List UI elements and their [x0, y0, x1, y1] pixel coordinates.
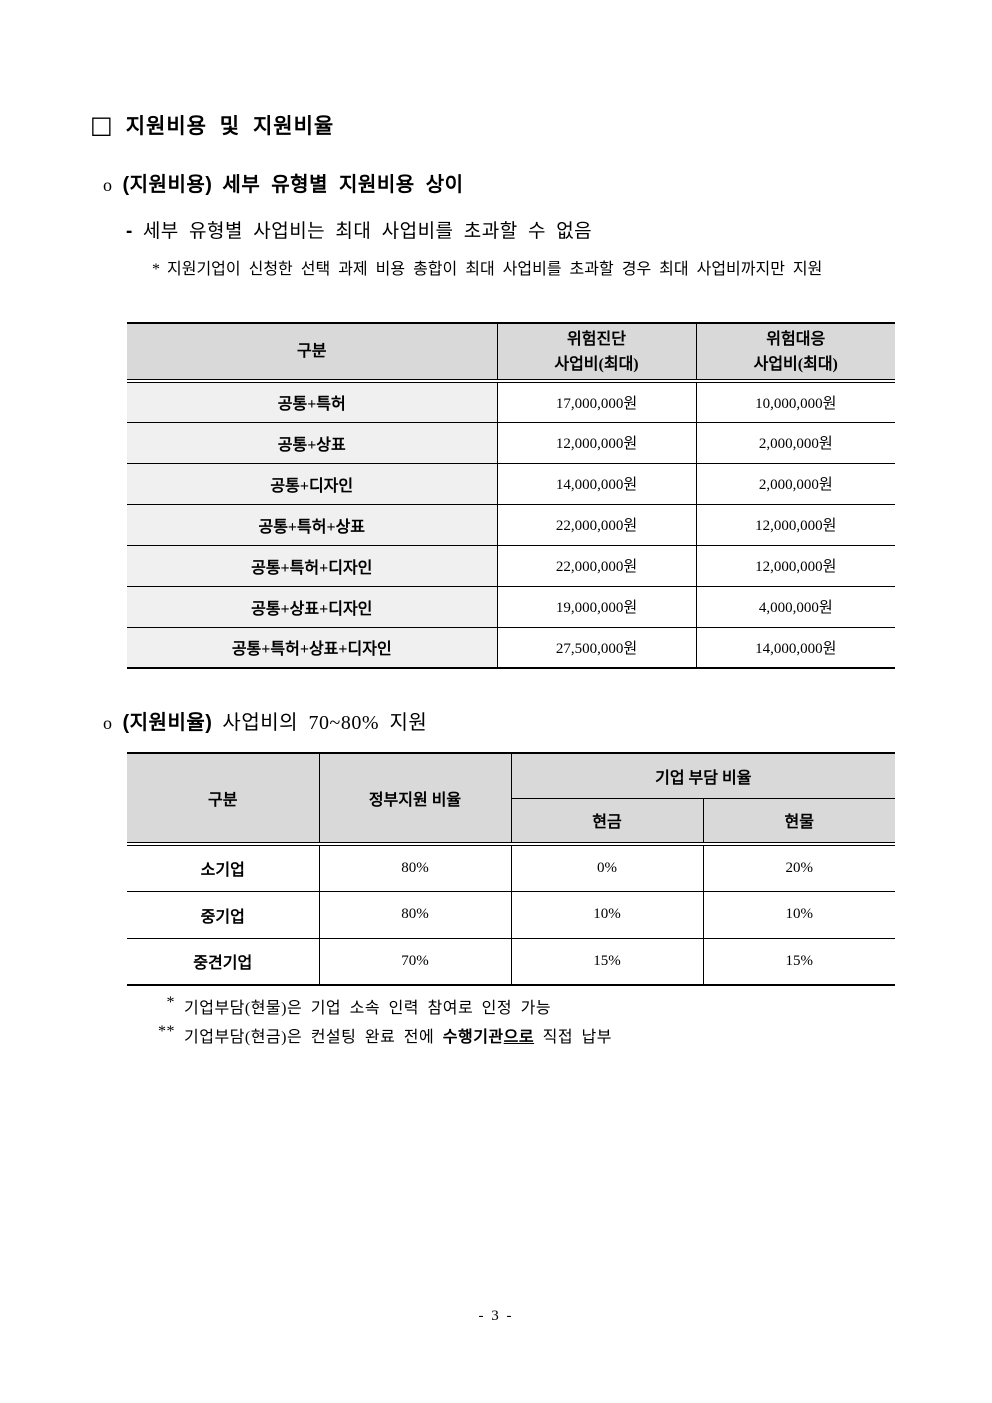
table-row: 중견기업 70% 15% 15%: [127, 938, 896, 986]
footnote-inkind-text: 기업부담(현물)은 기업 소속 인력 참여로 인정 가능: [184, 1000, 552, 1017]
ratio-table-header-company-group: 기업 부담 비율: [511, 753, 896, 799]
table-row: 공통+특허+상표+디자인 27,500,000원 14,000,000원: [127, 627, 895, 669]
row-response-cost: 12,000,000원: [696, 504, 895, 546]
row-inkind-ratio: 10%: [703, 891, 896, 939]
square-bullet-icon: □: [90, 111, 114, 139]
row-diagnosis-cost: 17,000,000원: [497, 381, 697, 423]
footnote-inkind: * 기업부담(현물)은 기업 소속 인력 참여로 인정 가능: [120, 994, 551, 1018]
footnote-cash-text: 기업부담(현금)은 컨설팅 완료 전에 수행기관으로 직접 납부: [184, 1023, 612, 1047]
cost-subitem: - 세부 유형별 사업비는 최대 사업비를 초과할 수 없음: [126, 216, 592, 243]
row-category: 공통+디자인: [127, 463, 498, 505]
row-inkind-ratio: 15%: [703, 938, 896, 986]
row-diagnosis-cost: 27,500,000원: [497, 627, 697, 669]
ratio-table: 구분 정부지원 비율 기업 부담 비율 현금 현물 소기업 80% 0% 20%…: [127, 752, 896, 986]
row-category: 공통+특허: [127, 381, 498, 423]
cost-table-header-row: 구분 위험진단 사업비(최대) 위험대응 사업비(최대): [127, 323, 895, 383]
row-cash-ratio: 10%: [511, 891, 704, 939]
row-category: 공통+특허+상표: [127, 504, 498, 546]
row-category: 중견기업: [127, 938, 320, 986]
footnote-cash-before: 기업부담(현금)은 컨설팅 완료 전에: [184, 1029, 443, 1046]
row-category: 공통+상표: [127, 422, 498, 464]
footnote-cash-underlined: 으로: [503, 1029, 535, 1046]
cost-table: 구분 위험진단 사업비(최대) 위험대응 사업비(최대) 공통+특허 17,00…: [127, 322, 895, 669]
table-row: 공통+상표+디자인 19,000,000원 4,000,000원: [127, 586, 895, 628]
row-cash-ratio: 15%: [511, 938, 704, 986]
row-diagnosis-cost: 22,000,000원: [497, 504, 697, 546]
row-response-cost: 4,000,000원: [696, 586, 895, 628]
cost-heading-text: 세부 유형별 지원비용 상이: [222, 174, 464, 196]
main-heading-text: 지원비용 및 지원비율: [125, 115, 335, 138]
row-category: 공통+특허+상표+디자인: [127, 627, 498, 669]
cost-table-header-diagnosis: 위험진단 사업비(최대): [497, 323, 697, 383]
asterisk-marker: *: [166, 994, 175, 1011]
row-government-ratio: 70%: [319, 938, 512, 986]
ratio-table-header-row-1: 구분 정부지원 비율 기업 부담 비율: [127, 753, 896, 846]
footnote-cash-strong: 수행기관: [442, 1029, 504, 1046]
cost-note: * 지원기업이 신청한 선택 과제 비용 총합이 최대 사업비를 초과할 경우 …: [152, 254, 891, 286]
header-line-1: 위험진단: [567, 330, 626, 348]
ratio-table-header-cash: 현금: [511, 798, 704, 846]
row-category: 공통+상표+디자인: [127, 586, 498, 628]
row-category: 중기업: [127, 891, 320, 939]
row-category: 소기업: [127, 844, 320, 892]
row-diagnosis-cost: 14,000,000원: [497, 463, 697, 505]
ratio-section-heading: o (지원비율) 사업비의 70~80% 지원: [103, 706, 427, 735]
circle-bullet-icon: o: [103, 175, 113, 195]
ratio-table-header-category: 구분: [127, 753, 320, 846]
row-response-cost: 12,000,000원: [696, 545, 895, 587]
ratio-heading-emphasis: (지원비율): [122, 712, 213, 734]
header-line-1: 위험대응: [766, 330, 826, 348]
row-inkind-ratio: 20%: [703, 844, 896, 892]
row-diagnosis-cost: 22,000,000원: [497, 545, 697, 587]
row-response-cost: 10,000,000원: [696, 381, 895, 423]
main-heading: □ 지원비용 및 지원비율: [90, 110, 334, 140]
table-row: 공통+디자인 14,000,000원 2,000,000원: [127, 463, 895, 505]
cost-note-text: 지원기업이 신청한 선택 과제 비용 총합이 최대 사업비를 초과할 경우 최대…: [167, 261, 823, 278]
ratio-table-header-government: 정부지원 비율: [319, 753, 512, 846]
row-government-ratio: 80%: [319, 844, 512, 892]
table-row: 공통+특허 17,000,000원 10,000,000원: [127, 381, 895, 423]
table-row: 공통+특허+상표 22,000,000원 12,000,000원: [127, 504, 895, 546]
double-asterisk-marker: **: [158, 1023, 175, 1040]
dash-bullet-icon: -: [126, 221, 133, 242]
footnote-cash-after: 직접 납부: [534, 1029, 612, 1046]
row-diagnosis-cost: 12,000,000원: [497, 422, 697, 464]
cost-table-header-response: 위험대응 사업비(최대): [696, 323, 895, 383]
circle-bullet-icon: o: [103, 713, 113, 733]
page-number: - 3 -: [478, 1308, 514, 1324]
row-response-cost: 2,000,000원: [696, 463, 895, 505]
table-row: 공통+특허+디자인 22,000,000원 12,000,000원: [127, 545, 895, 587]
table-row: 중기업 80% 10% 10%: [127, 891, 896, 939]
table-row: 공통+상표 12,000,000원 2,000,000원: [127, 422, 895, 464]
row-category: 공통+특허+디자인: [127, 545, 498, 587]
cost-section-heading: o (지원비용) 세부 유형별 지원비용 상이: [103, 168, 464, 197]
header-line-2: 사업비(최대): [554, 355, 639, 373]
asterisk-marker: *: [152, 261, 160, 278]
cost-heading-emphasis: (지원비용): [122, 174, 213, 196]
table-row: 소기업 80% 0% 20%: [127, 844, 896, 892]
row-response-cost: 14,000,000원: [696, 627, 895, 669]
ratio-heading-text: 사업비의 70~80% 지원: [222, 712, 428, 734]
ratio-table-header-inkind: 현물: [703, 798, 896, 846]
row-response-cost: 2,000,000원: [696, 422, 895, 464]
row-diagnosis-cost: 19,000,000원: [497, 586, 697, 628]
row-government-ratio: 80%: [319, 891, 512, 939]
header-line-2: 사업비(최대): [753, 355, 838, 373]
row-cash-ratio: 0%: [511, 844, 704, 892]
cost-subitem-text: 세부 유형별 사업비는 최대 사업비를 초과할 수 없음: [142, 221, 593, 242]
ratio-table-header-row-2: 현금 현물: [127, 798, 896, 846]
footnote-cash: ** 기업부담(현금)은 컨설팅 완료 전에 수행기관으로 직접 납부: [120, 1023, 612, 1047]
cost-table-header-category: 구분: [127, 323, 498, 383]
